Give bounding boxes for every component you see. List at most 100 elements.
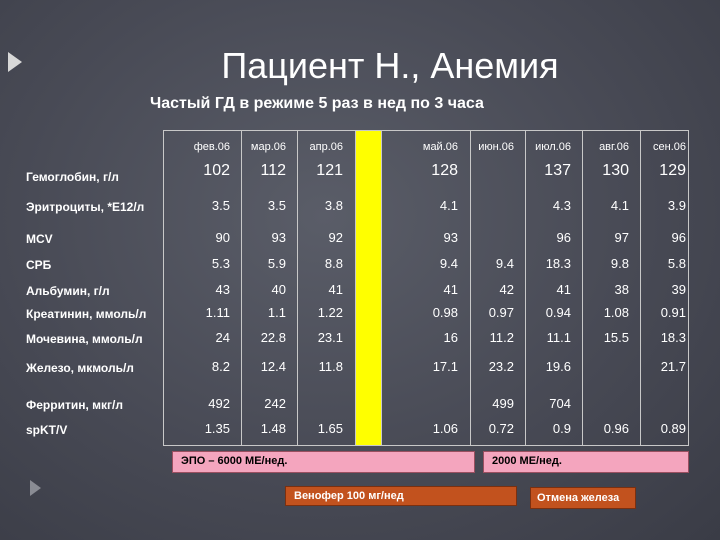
page-subtitle: Частый ГД в режиме 5 раз в нед по 3 часа bbox=[150, 95, 484, 112]
table-cell: 4.3 bbox=[552, 198, 571, 213]
grid-column-line bbox=[525, 130, 526, 446]
table-cell: 128 bbox=[431, 162, 458, 179]
table-cell: 112 bbox=[260, 162, 286, 179]
row-label: Мочевина, ммоль/л bbox=[26, 332, 143, 346]
table-cell: 137 bbox=[544, 162, 571, 179]
table-cell: 499 bbox=[492, 396, 514, 411]
table-cell: 23.1 bbox=[317, 330, 343, 345]
table-cell: 0.9 bbox=[552, 421, 571, 436]
column-header: мар.06 bbox=[250, 141, 286, 153]
table-cell: 3.9 bbox=[667, 198, 686, 213]
table-cell: 12.4 bbox=[260, 359, 286, 374]
table-cell: 5.9 bbox=[267, 256, 286, 271]
table-cell: 11.8 bbox=[318, 359, 343, 374]
row-label: Железо, мкмоль/л bbox=[26, 361, 134, 375]
row-label: Креатинин, ммоль/л bbox=[26, 307, 147, 321]
row-label: Эритроциты, *Е12/л bbox=[26, 200, 145, 214]
column-header: сен.06 bbox=[653, 141, 686, 153]
table-cell: 0.91 bbox=[660, 305, 686, 320]
table-cell: 24 bbox=[215, 330, 230, 345]
table-cell: 43 bbox=[215, 282, 230, 297]
epo-6000-note: ЭПО – 6000 МЕ/нед. bbox=[172, 451, 475, 473]
table-cell: 0.94 bbox=[545, 305, 571, 320]
grid-row-line bbox=[163, 445, 688, 446]
table-cell: 1.48 bbox=[260, 421, 286, 436]
table-cell: 8.8 bbox=[324, 256, 343, 271]
grid-column-line bbox=[355, 130, 356, 446]
table-cell: 9.4 bbox=[495, 256, 514, 271]
table-cell: 1.08 bbox=[603, 305, 629, 320]
grid-column-line bbox=[582, 130, 583, 446]
table-cell: 21.7 bbox=[660, 359, 686, 374]
grid-column-line bbox=[381, 130, 382, 446]
table-cell: 18.3 bbox=[545, 256, 571, 271]
table-cell: 23.2 bbox=[488, 359, 514, 374]
grid-column-line bbox=[297, 130, 298, 446]
table-cell: 9.4 bbox=[439, 256, 458, 271]
arrow-decoration-icon bbox=[30, 480, 41, 496]
venofer-note: Венофер 100 мг/нед bbox=[285, 486, 517, 506]
table-cell: 93 bbox=[271, 230, 286, 245]
row-label: Гемоглобин, г/л bbox=[26, 170, 119, 184]
table-cell: 242 bbox=[264, 396, 286, 411]
table-cell: 40 bbox=[271, 282, 286, 297]
column-header: июл.06 bbox=[535, 141, 571, 153]
grid-column-line bbox=[163, 130, 164, 446]
table-cell: 0.97 bbox=[488, 305, 514, 320]
row-label: spKT/V bbox=[26, 423, 68, 437]
table-cell: 97 bbox=[614, 230, 629, 245]
table-cell: 102 bbox=[203, 162, 230, 179]
table-cell: 3.5 bbox=[267, 198, 286, 213]
table-cell: 90 bbox=[215, 230, 230, 245]
table-cell: 0.89 bbox=[660, 421, 686, 436]
table-cell: 8.2 bbox=[211, 359, 230, 374]
table-cell: 1.22 bbox=[317, 305, 343, 320]
table-cell: 9.8 bbox=[610, 256, 629, 271]
table-cell: 1.11 bbox=[205, 305, 230, 320]
venofer-label: Венофер 100 мг/нед bbox=[294, 490, 404, 502]
table-cell: 16 bbox=[443, 330, 458, 345]
table-cell: 1.06 bbox=[432, 421, 458, 436]
table-cell: 11.1 bbox=[546, 330, 571, 345]
highlight-column bbox=[355, 130, 381, 446]
page-title: Пациент Н., Анемия bbox=[221, 45, 559, 86]
table-cell: 18.3 bbox=[660, 330, 686, 345]
table-cell: 1.1 bbox=[267, 305, 286, 320]
table-cell: 0.96 bbox=[603, 421, 629, 436]
table-cell: 5.8 bbox=[667, 256, 686, 271]
column-header: июн.06 bbox=[478, 141, 514, 153]
iron-stop-note: Отмена железа bbox=[530, 487, 636, 509]
table-cell: 22.8 bbox=[260, 330, 286, 345]
table-cell: 3.5 bbox=[211, 198, 230, 213]
table-cell: 41 bbox=[556, 282, 571, 297]
grid-column-line bbox=[241, 130, 242, 446]
table-cell: 121 bbox=[316, 162, 343, 179]
table-cell: 11.2 bbox=[489, 330, 514, 345]
grid-column-line bbox=[688, 130, 689, 446]
table-cell: 130 bbox=[602, 162, 629, 179]
table-cell: 3.8 bbox=[324, 198, 343, 213]
table-cell: 4.1 bbox=[439, 198, 458, 213]
grid-row-line bbox=[163, 130, 688, 131]
table-cell: 0.98 bbox=[432, 305, 458, 320]
row-label: MCV bbox=[26, 232, 53, 246]
column-header: май.06 bbox=[422, 141, 458, 153]
grid-column-line bbox=[640, 130, 641, 446]
column-header: авг.06 bbox=[599, 141, 629, 153]
table-cell: 96 bbox=[671, 230, 686, 245]
table-cell: 42 bbox=[499, 282, 514, 297]
column-header: фев.06 bbox=[193, 141, 230, 153]
table-cell: 1.65 bbox=[317, 421, 343, 436]
epo-2000-note: 2000 МЕ/нед. bbox=[483, 451, 689, 473]
table-cell: 38 bbox=[614, 282, 629, 297]
table-cell: 1.35 bbox=[204, 421, 230, 436]
epo-2000-label: 2000 МЕ/нед. bbox=[492, 455, 562, 467]
table-cell: 41 bbox=[443, 282, 458, 297]
epo-6000-label: ЭПО – 6000 МЕ/нед. bbox=[181, 455, 288, 467]
row-label: Ферритин, мкг/л bbox=[26, 398, 123, 412]
table-cell: 93 bbox=[443, 230, 458, 245]
table-cell: 492 bbox=[208, 396, 230, 411]
table-cell: 4.1 bbox=[610, 198, 629, 213]
table-cell: 39 bbox=[671, 282, 686, 297]
table-cell: 19.6 bbox=[545, 359, 571, 374]
